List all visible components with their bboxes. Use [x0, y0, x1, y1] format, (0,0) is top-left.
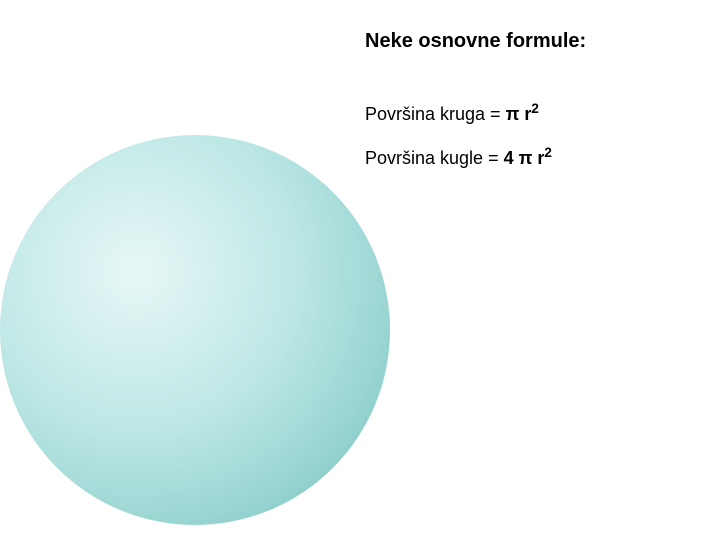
formula-text-block: Neke osnovne formule: Površina kruga = π…: [365, 30, 586, 189]
formula2-var: r: [532, 148, 544, 168]
formula-sphere-area: Površina kugle = 4 π r2: [365, 145, 586, 169]
sphere-illustration: [0, 135, 390, 525]
formula1-exp: 2: [531, 101, 539, 116]
formula2-pi: π: [519, 148, 533, 168]
title: Neke osnovne formule:: [365, 30, 586, 53]
formula1-pi: π: [506, 104, 520, 124]
formula2-exp: 2: [544, 145, 552, 160]
formula-circle-area: Površina kruga = π r2: [365, 101, 586, 125]
formula1-var: r: [519, 104, 531, 124]
formula2-coef: 4: [504, 148, 519, 168]
formula1-prefix: Površina kruga =: [365, 104, 506, 124]
formula2-prefix: Površina kugle =: [365, 148, 504, 168]
